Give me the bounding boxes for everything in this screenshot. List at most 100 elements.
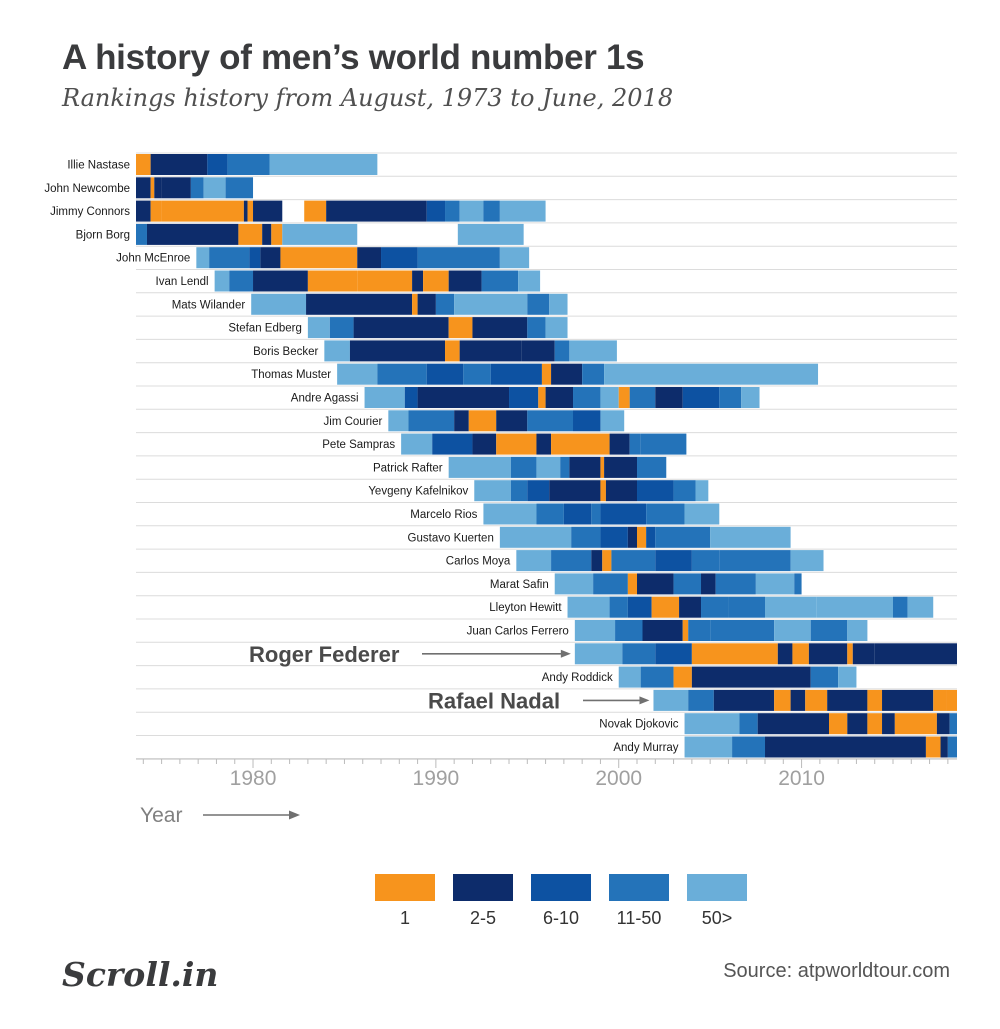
ranking-segment bbox=[136, 223, 147, 245]
ranking-segment bbox=[262, 223, 272, 245]
ranking-segment bbox=[364, 387, 405, 408]
ranking-segment bbox=[805, 689, 828, 711]
ranking-segment bbox=[600, 456, 605, 478]
player-label: Boris Becker bbox=[253, 346, 318, 358]
ranking-segment bbox=[684, 503, 720, 525]
ranking-segment bbox=[404, 387, 418, 408]
ranking-segment bbox=[454, 293, 528, 315]
player-label: Andre Agassi bbox=[291, 393, 359, 405]
ranking-segment bbox=[874, 643, 957, 665]
ranking-segment bbox=[527, 317, 546, 339]
ranking-segment bbox=[527, 480, 550, 502]
ranking-segment bbox=[243, 200, 248, 222]
legend-item-1: 1 bbox=[375, 874, 435, 929]
player-label: Patrick Rafter bbox=[373, 462, 443, 474]
ranking-segment bbox=[627, 596, 652, 618]
ranking-segment bbox=[357, 270, 413, 292]
annotation-arrowhead bbox=[560, 649, 571, 658]
ranking-segment bbox=[715, 573, 756, 595]
ranking-segment bbox=[203, 177, 226, 199]
ranking-segment bbox=[827, 689, 868, 711]
ranking-segment bbox=[161, 200, 244, 222]
ranking-segment bbox=[499, 200, 546, 222]
ranking-segment bbox=[541, 363, 552, 385]
ranking-segment bbox=[457, 223, 524, 245]
x-tick-label: 2000 bbox=[595, 767, 642, 790]
ranking-segment bbox=[701, 596, 729, 618]
ranking-segment bbox=[209, 247, 250, 269]
rankings-chart: Illie Nastase John Newcombe Jimmy Connors B… bbox=[44, 152, 957, 827]
ranking-segment bbox=[611, 550, 656, 572]
ranking-segment bbox=[454, 410, 469, 432]
player-label: Gustavo Kuerten bbox=[408, 532, 494, 544]
ranking-segment bbox=[946, 689, 957, 711]
legend-label: 11-50 bbox=[616, 908, 662, 928]
ranking-segment bbox=[893, 596, 908, 618]
player-label: Marat Safin bbox=[490, 579, 549, 591]
ranking-segment bbox=[637, 480, 674, 502]
legend-swatch-rank-1 bbox=[375, 874, 435, 901]
ranking-segment bbox=[739, 713, 758, 735]
ranking-segment bbox=[481, 270, 519, 292]
ranking-segment bbox=[609, 596, 628, 618]
ranking-segment bbox=[600, 503, 647, 525]
player-label: Ivan Lendl bbox=[156, 276, 209, 288]
ranking-segment bbox=[518, 270, 541, 292]
ranking-segment bbox=[269, 154, 378, 175]
ranking-segment bbox=[510, 480, 528, 502]
ranking-segment bbox=[604, 456, 638, 478]
ranking-segment bbox=[445, 340, 460, 362]
ranking-segment bbox=[695, 480, 709, 502]
ranking-segment bbox=[755, 573, 795, 595]
ranking-segment bbox=[251, 293, 307, 315]
player-label: Bjorn Borg bbox=[76, 229, 130, 241]
source-note: Source: atpworldtour.com bbox=[723, 960, 950, 982]
player-label: John McEnroe bbox=[116, 253, 190, 265]
ranking-segment bbox=[691, 643, 778, 665]
ranking-segment bbox=[435, 293, 455, 315]
ranking-segment bbox=[247, 200, 254, 222]
ranking-segment bbox=[691, 666, 811, 688]
player-label: Novak Djokovic bbox=[599, 719, 678, 731]
ranking-segment bbox=[622, 643, 656, 665]
player-label: Jim Courier bbox=[324, 416, 383, 428]
ranking-segment bbox=[600, 387, 619, 408]
ranking-segment bbox=[551, 363, 583, 385]
ranking-segment bbox=[521, 340, 555, 362]
annotation-arrowhead bbox=[639, 696, 650, 705]
ranking-segment bbox=[253, 200, 283, 222]
player-label: Yevgeny Kafelnikov bbox=[368, 486, 468, 498]
ranking-segment bbox=[582, 363, 605, 385]
x-axis-arrowhead bbox=[289, 810, 300, 820]
ranking-segment bbox=[307, 270, 358, 292]
ranking-segment bbox=[567, 596, 610, 618]
ranking-segment bbox=[554, 573, 594, 595]
ranking-segment bbox=[229, 270, 254, 292]
ranking-segment bbox=[306, 293, 413, 315]
legend-item-11-50: 11-50 bbox=[609, 874, 669, 929]
annotation-label: Rafael Nadal bbox=[428, 688, 560, 713]
ranking-segment bbox=[615, 620, 643, 641]
ranking-segment bbox=[146, 223, 239, 245]
ranking-segment bbox=[765, 596, 817, 618]
ranking-segment bbox=[388, 410, 409, 432]
ranking-segment bbox=[728, 596, 766, 618]
ranking-segment bbox=[551, 550, 592, 572]
ranking-segment bbox=[757, 713, 829, 735]
ranking-segment bbox=[655, 643, 692, 665]
legend-label: 2-5 bbox=[469, 908, 496, 928]
ranking-segment bbox=[907, 596, 934, 618]
ranking-segment bbox=[573, 387, 601, 408]
player-label: Andy Roddick bbox=[542, 672, 613, 684]
ranking-segment bbox=[417, 387, 510, 408]
ranking-segment bbox=[510, 456, 537, 478]
ranking-segment bbox=[238, 223, 263, 245]
ranking-segment bbox=[408, 410, 455, 432]
ranking-segment bbox=[618, 666, 641, 688]
ranking-segment bbox=[459, 340, 522, 362]
ranking-segment bbox=[719, 387, 742, 408]
ranking-segment bbox=[536, 503, 564, 525]
ranking-segment bbox=[412, 270, 424, 292]
legend-swatch-rank-50-plus bbox=[687, 874, 747, 901]
ranking-segment bbox=[655, 550, 692, 572]
